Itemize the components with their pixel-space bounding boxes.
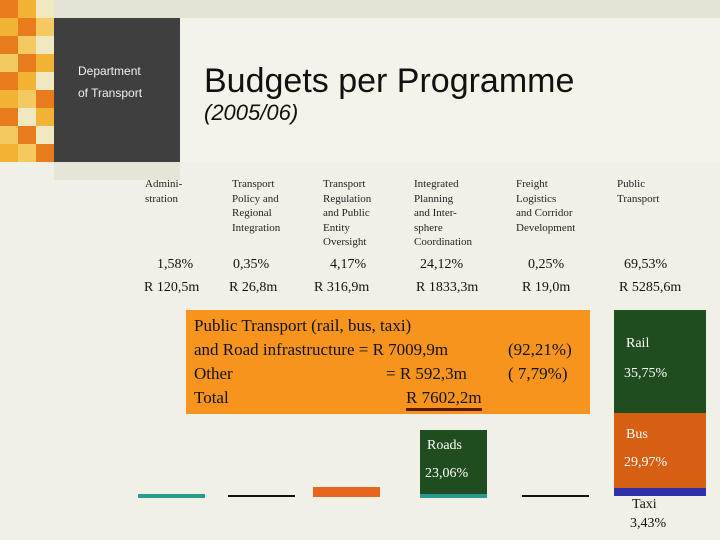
taxi-label: Taxi bbox=[632, 497, 657, 512]
programme-label: Integrated Planning and Inter- sphere Co… bbox=[414, 178, 473, 248]
page-subtitle: (2005/06) bbox=[204, 100, 299, 125]
regulation-bar bbox=[313, 487, 380, 497]
policy-bar bbox=[228, 495, 295, 497]
header-panel bbox=[180, 18, 720, 162]
summary-line-1: Public Transport (rail, bus, taxi) bbox=[194, 316, 412, 335]
programme-label: Freight Logistics and Corridor Developme… bbox=[516, 178, 576, 234]
programme-label: Transport Policy and Regional Integratio… bbox=[232, 178, 281, 234]
roads-pct: 23,06% bbox=[425, 466, 469, 481]
department-line-2: of Transport bbox=[78, 86, 143, 100]
rail-segment: Rail 35,75% bbox=[614, 310, 706, 413]
programme-amount: R 5285,6m bbox=[619, 280, 682, 295]
summary-line-3-label: Other bbox=[194, 364, 233, 383]
programme-amount: R 19,0m bbox=[522, 280, 571, 295]
summary-line-3-pct: ( 7,79%) bbox=[508, 364, 568, 383]
bus-label: Bus bbox=[626, 427, 648, 442]
summary-box: Public Transport (rail, bus, taxi) and R… bbox=[186, 310, 590, 414]
programme-percentage: 0,25% bbox=[528, 257, 565, 272]
summary-line-2-label: and Road infrastructure = R 7009,9m bbox=[194, 340, 449, 359]
page-title: Budgets per Programme bbox=[204, 62, 575, 100]
roads-segment: Roads 23,06% bbox=[420, 430, 487, 494]
summary-line-3-value: = R 592,3m bbox=[386, 364, 467, 383]
top-band bbox=[54, 0, 720, 18]
freight-bar bbox=[522, 495, 589, 497]
rail-label: Rail bbox=[626, 336, 650, 351]
programme-amount: R 26,8m bbox=[229, 280, 278, 295]
department-panel: Department of Transport bbox=[54, 18, 180, 162]
planning-bar bbox=[420, 494, 487, 498]
administration-bar bbox=[138, 494, 205, 498]
rail-pct: 35,75% bbox=[624, 366, 668, 381]
summary-line-4-label: Total bbox=[194, 388, 229, 407]
department-line-1: Department bbox=[78, 64, 141, 78]
taxi-pct: 3,43% bbox=[630, 516, 667, 531]
summary-line-2-pct: (92,21%) bbox=[508, 340, 572, 359]
programme-amount: R 1833,3m bbox=[416, 280, 479, 295]
taxi-segment bbox=[614, 488, 706, 496]
programme-percentage: 69,53% bbox=[624, 257, 668, 272]
programme-amount: R 120,5m bbox=[144, 280, 200, 295]
programme-percentage: 24,12% bbox=[420, 257, 464, 272]
programme-percentage: 1,58% bbox=[157, 257, 194, 272]
decorative-checker-stripe bbox=[0, 0, 54, 540]
bus-segment: Bus 29,97% bbox=[614, 413, 706, 488]
programme-amount: R 316,9m bbox=[314, 280, 370, 295]
programme-percentage: 0,35% bbox=[233, 257, 270, 272]
summary-line-4-value: R 7602,2m bbox=[406, 388, 482, 411]
programme-percentage: 4,17% bbox=[330, 257, 367, 272]
programme-label: Public Transport bbox=[617, 178, 660, 205]
programme-label: Transport Regulation and Public Entity O… bbox=[323, 178, 372, 248]
bus-pct: 29,97% bbox=[624, 455, 668, 470]
roads-label: Roads bbox=[427, 438, 462, 453]
programme-label: Admini- stration bbox=[145, 178, 183, 205]
